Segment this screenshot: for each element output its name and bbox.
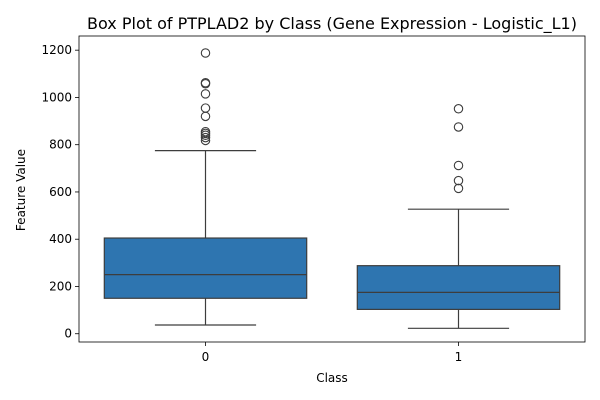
box-group xyxy=(356,104,561,329)
outlier-point xyxy=(453,160,464,171)
box-iqr xyxy=(356,265,561,310)
outlier-point xyxy=(453,183,464,194)
outlier-point xyxy=(200,103,211,113)
outlier-point xyxy=(200,78,211,88)
y-tick-label: 0 xyxy=(64,327,72,341)
chart-title: Box Plot of PTPLAD2 by Class (Gene Expre… xyxy=(87,14,577,34)
box-iqr xyxy=(103,237,308,299)
outlier-point xyxy=(200,89,211,99)
y-axis-label: Feature Value xyxy=(14,149,28,231)
y-tick-label: 200 xyxy=(49,279,72,293)
plot-frame xyxy=(78,35,586,343)
outlier-point xyxy=(453,122,464,132)
outlier-point xyxy=(200,126,211,137)
outlier-point xyxy=(200,132,211,143)
x-tick-label: 1 xyxy=(455,350,463,364)
x-axis-label: Class xyxy=(316,371,348,385)
x-tick-label: 0 xyxy=(202,350,210,364)
outlier-point xyxy=(200,48,211,58)
outlier-point xyxy=(453,175,464,186)
y-axis: 0 200 400 600 800 1000 1200 xyxy=(41,43,79,341)
y-tick-label: 400 xyxy=(49,232,72,246)
outlier-point xyxy=(453,104,464,114)
y-tick-label: 1200 xyxy=(41,43,72,57)
y-tick-label: 600 xyxy=(49,185,72,199)
plot-area xyxy=(78,35,586,343)
y-tick-label: 800 xyxy=(49,138,72,152)
box-group xyxy=(103,48,308,326)
outlier-point xyxy=(200,111,211,122)
y-tick-label: 1000 xyxy=(41,90,72,104)
